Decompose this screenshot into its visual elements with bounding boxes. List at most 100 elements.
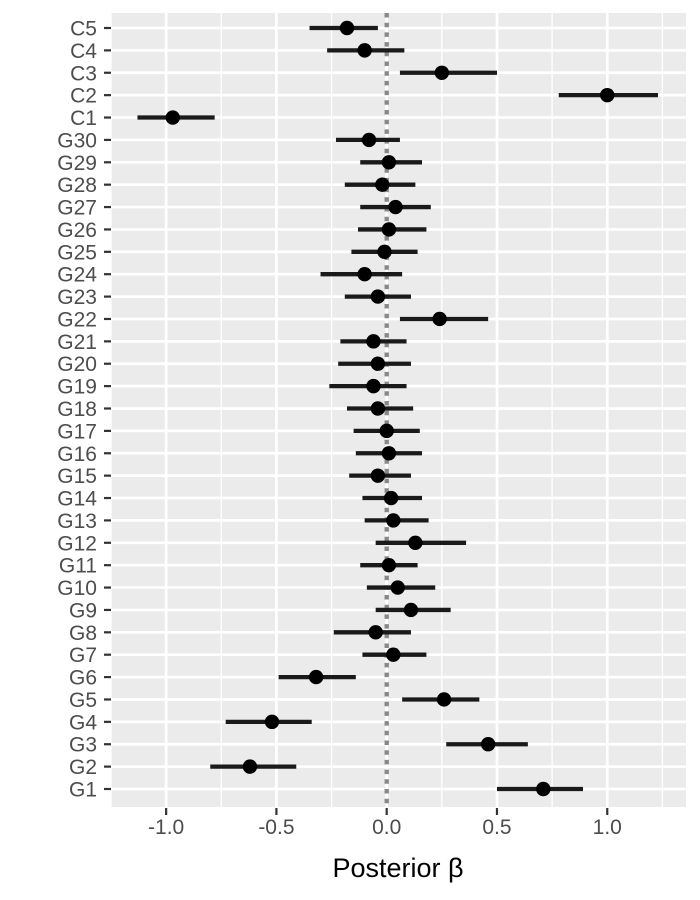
y-tick-label-C3: C3	[70, 62, 97, 85]
pointrange-G19	[329, 378, 407, 394]
pointrange-G23	[344, 289, 411, 304]
point-G24	[357, 267, 372, 282]
point-C3	[434, 65, 450, 80]
pointrange-G8	[333, 625, 411, 640]
pointrange-G12	[375, 535, 467, 550]
point-G23	[370, 289, 386, 304]
point-G29	[381, 155, 397, 170]
point-G9	[403, 602, 419, 618]
point-G7	[386, 647, 401, 662]
point-G28	[375, 177, 390, 192]
pointrange-G27	[360, 199, 431, 215]
pointrange-G28	[344, 177, 416, 192]
point-G26	[381, 222, 397, 237]
pointrange-C4	[327, 43, 405, 58]
y-tick-label-G6: G6	[69, 667, 97, 690]
pointrange-G30	[335, 132, 400, 148]
x-tick-label: 0.0	[372, 816, 401, 839]
y-tick-label-G22: G22	[57, 308, 97, 331]
y-tick-label-G11: G11	[59, 555, 97, 578]
x-axis-title: Posterior β	[332, 853, 463, 883]
pointrange-G20	[338, 356, 411, 371]
pointrange-G14	[362, 490, 422, 506]
y-tick-label-G26: G26	[57, 219, 97, 242]
pointrange-G1	[496, 781, 583, 797]
point-G5	[436, 692, 452, 707]
pointrange-G18	[346, 401, 414, 416]
y-tick-label-G12: G12	[57, 532, 97, 555]
point-G4	[264, 714, 280, 730]
pointrange-G3	[446, 737, 528, 752]
y-tick-label-G10: G10	[57, 577, 97, 600]
point-G30	[361, 132, 377, 148]
point-G22	[432, 311, 447, 327]
point-G1	[536, 781, 551, 797]
point-G20	[370, 356, 386, 371]
y-tick-label-G24: G24	[57, 264, 97, 287]
y-tick-label-G20: G20	[57, 353, 97, 376]
y-tick-label-G14: G14	[57, 488, 97, 511]
pointrange-C1	[137, 110, 215, 125]
pointrange-C5	[309, 20, 378, 36]
y-tick-label-G4: G4	[69, 711, 97, 734]
point-G27	[388, 199, 403, 215]
y-tick-label-G29: G29	[57, 152, 97, 175]
point-C1	[165, 110, 180, 125]
y-tick-label-G1: G1	[69, 779, 97, 802]
y-tick-label-G21: G21	[57, 331, 97, 354]
y-tick-label-G18: G18	[57, 398, 97, 421]
pointrange-G9	[375, 602, 451, 618]
y-tick-label-C2: C2	[70, 85, 97, 108]
y-tick-label-G30: G30	[57, 129, 97, 152]
point-G8	[368, 625, 383, 640]
point-G2	[242, 759, 258, 774]
point-G11	[381, 557, 397, 573]
x-tick-label: -1.0	[148, 816, 184, 839]
point-G16	[381, 446, 397, 461]
pointrange-C3	[399, 65, 497, 80]
x-tick-label: 1.0	[593, 816, 622, 839]
point-G10	[390, 580, 405, 595]
y-tick-label-G9: G9	[69, 599, 97, 622]
point-G3	[480, 737, 496, 752]
point-C4	[357, 43, 372, 58]
y-tick-label-G25: G25	[57, 241, 97, 264]
point-G13	[386, 513, 401, 528]
pointrange-G2	[210, 759, 297, 774]
pointrange-G5	[402, 692, 480, 707]
pointrange-G17	[353, 423, 420, 439]
y-tick-label-G15: G15	[57, 465, 97, 488]
point-G21	[366, 334, 381, 349]
point-G12	[408, 535, 423, 550]
pointrange-G11	[360, 557, 418, 573]
point-G25	[377, 244, 392, 260]
pointrange-G7	[362, 647, 427, 662]
y-tick-label-G27: G27	[57, 197, 97, 220]
y-tick-label-G8: G8	[69, 622, 97, 645]
grid-layer	[110, 13, 686, 807]
y-tick-label-G5: G5	[69, 689, 97, 712]
y-tick-label-G28: G28	[57, 174, 97, 197]
y-tick-label-G23: G23	[57, 286, 97, 309]
y-tick-label-G19: G19	[57, 376, 97, 399]
y-tick-label-G3: G3	[69, 734, 97, 757]
point-C5	[339, 20, 355, 36]
pointrange-G4	[225, 714, 312, 730]
pointrange-G26	[358, 222, 427, 237]
y-tick-label-G16: G16	[57, 443, 97, 466]
pointrange-C2	[558, 87, 658, 103]
pointrange-G15	[349, 468, 411, 483]
point-G14	[383, 490, 399, 506]
x-tick-label: 0.5	[482, 816, 511, 839]
point-G19	[366, 378, 381, 394]
point-G6	[308, 669, 324, 685]
x-tick-label: -0.5	[258, 816, 294, 839]
y-tick-label-G17: G17	[57, 420, 97, 443]
pointrange-G22	[399, 311, 489, 327]
point-G17	[379, 423, 394, 439]
point-C2	[600, 87, 615, 103]
y-tick-label-G13: G13	[57, 510, 97, 533]
pointrange-G29	[360, 155, 422, 170]
